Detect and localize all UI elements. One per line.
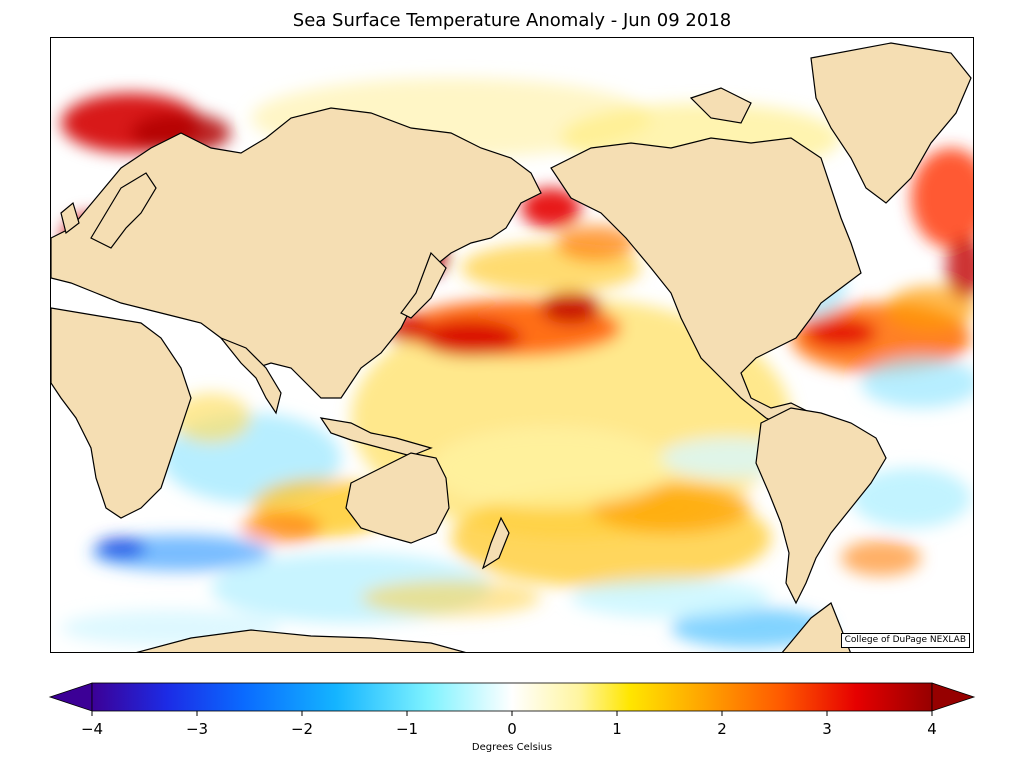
- new-zealand-landmass: [481, 516, 510, 570]
- antarctica-landmass: [136, 629, 466, 652]
- colorbar-gradient: [91, 682, 933, 712]
- arctic-islands: [689, 87, 752, 124]
- india-landmass: [219, 336, 282, 415]
- north-america-landmass: [550, 137, 862, 429]
- australia-landmass: [345, 452, 450, 544]
- map-canvas: [51, 42, 973, 652]
- anomaly-field: [61, 78, 973, 648]
- africa-landmass: [51, 307, 192, 519]
- credit-label: College of DuPage NEXLAB: [840, 633, 970, 648]
- uk-landmass: [60, 201, 80, 235]
- greenland-landmass: [810, 42, 972, 204]
- colorbar-tick-label: 2: [717, 720, 727, 738]
- south-america-landmass: [755, 407, 887, 605]
- colorbar-tick-label: 1: [612, 720, 622, 738]
- indonesia-landmass: [319, 417, 433, 457]
- scandinavia-landmass: [90, 172, 157, 249]
- colorbar-tick-label: 3: [822, 720, 832, 738]
- colorbar-tick-label: −4: [80, 720, 104, 738]
- colorbar-tick-label: −2: [290, 720, 314, 738]
- colorbar-max-arrow: [931, 682, 976, 712]
- colorbar-tick-label: 4: [927, 720, 937, 738]
- japan-landmass: [400, 251, 447, 319]
- land-masses: [51, 42, 972, 652]
- chart-title: Sea Surface Temperature Anomaly - Jun 09…: [292, 10, 732, 31]
- colorbar-tick-label: 0: [507, 720, 517, 738]
- colorbar-tick-label: −1: [395, 720, 419, 738]
- sst-anomaly-map: College of DuPage NEXLAB: [50, 37, 974, 653]
- antarctica-peninsula: [781, 602, 851, 652]
- colorbar: [48, 682, 976, 716]
- colorbar-label: Degrees Celsius: [471, 742, 553, 753]
- colorbar-min-arrow: [48, 682, 93, 712]
- colorbar-tick-label: −3: [185, 720, 209, 738]
